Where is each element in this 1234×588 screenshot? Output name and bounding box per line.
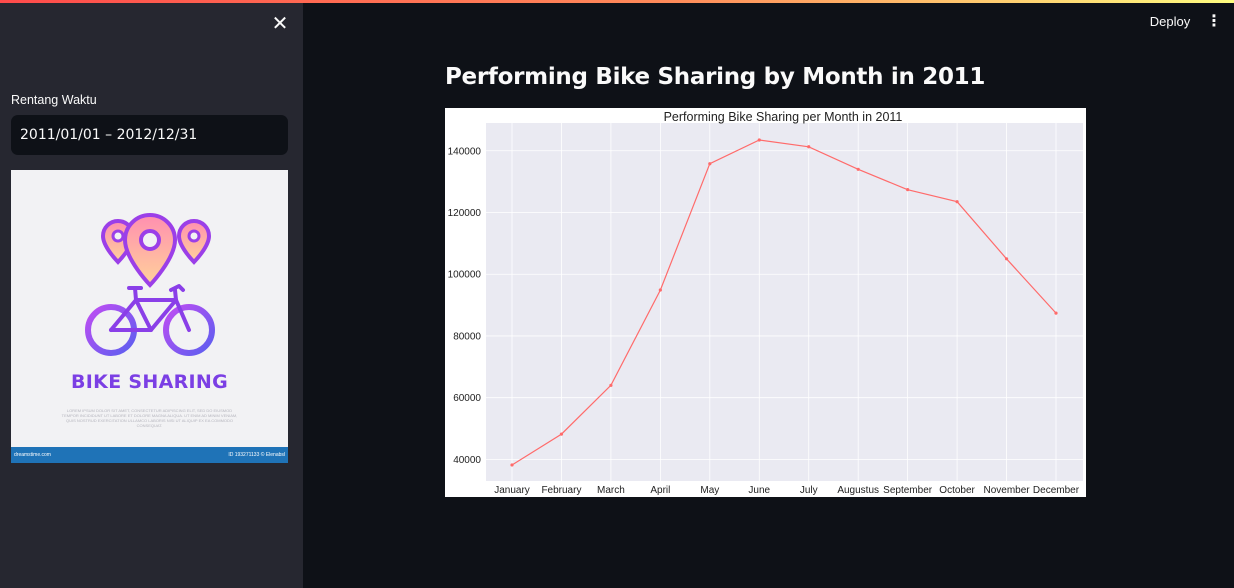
x-tick-label: December	[1033, 485, 1080, 496]
data-point	[807, 145, 811, 149]
data-point	[609, 383, 613, 387]
x-tick-label: November	[983, 485, 1030, 496]
y-tick-label: 100000	[448, 270, 482, 281]
x-tick-label: April	[650, 485, 670, 496]
x-tick-label: July	[800, 485, 818, 496]
data-point	[658, 288, 662, 292]
series-line	[511, 139, 1057, 466]
y-tick-label: 120000	[448, 208, 482, 219]
logo-lorem-text: LOREM IPSUM DOLOR SIT AMET, CONSECTETUR …	[61, 408, 238, 428]
map-pin-icon-center	[122, 213, 178, 288]
data-point	[856, 167, 860, 171]
chart-svg: 40000 60000 80000 100000 120000 140000 Januar…	[448, 110, 1083, 496]
data-point	[757, 138, 761, 142]
data-point	[708, 162, 712, 166]
map-pin-icon-right	[176, 219, 212, 265]
x-tick-label: May	[700, 485, 719, 496]
bike-sharing-logo-image: BIKE SHARING LOREM IPSUM DOLOR SIT AMET,…	[11, 170, 288, 463]
y-tick-label: 140000	[448, 146, 482, 157]
x-tick-label: October	[939, 485, 975, 496]
data-point	[559, 432, 564, 436]
logo-footer-id: ID 193271133 © Elenabsl	[228, 452, 285, 458]
date-range-label: Rentang Waktu	[11, 93, 97, 107]
logo-title: BIKE SHARING	[71, 371, 228, 393]
more-menu-icon[interactable]: ⋮	[1206, 13, 1222, 30]
data-point	[1054, 311, 1058, 315]
header-accent-bar	[0, 0, 1234, 3]
y-tick-label: 60000	[453, 393, 481, 404]
line-chart: 40000 60000 80000 100000 120000 140000 Januar…	[445, 108, 1086, 497]
y-tick-label: 80000	[453, 331, 481, 342]
x-tick-label: February	[541, 485, 581, 496]
logo-footer-source: dreamstime.com	[14, 452, 51, 458]
date-range-input[interactable]: 2011/01/01 – 2012/12/31	[11, 115, 288, 155]
x-tick-label: June	[748, 485, 770, 496]
logo-footer: dreamstime.com ID 193271133 © Elenabsl	[11, 447, 288, 463]
page-title: Performing Bike Sharing by Month in 2011	[445, 64, 986, 90]
data-point	[510, 463, 514, 467]
bicycle-icon	[85, 284, 215, 356]
x-tick-label: September	[883, 485, 933, 496]
data-point	[906, 188, 910, 192]
deploy-button[interactable]: Deploy	[1149, 14, 1191, 29]
data-point	[1004, 257, 1009, 261]
data-point	[955, 200, 959, 204]
x-tick-label: January	[494, 485, 530, 496]
sidebar: ✕ Rentang Waktu 2011/01/01 – 2012/12/31	[0, 0, 303, 588]
bike-sharing-illustration	[85, 213, 215, 356]
x-tick-label: Augustus	[837, 485, 879, 496]
chart-title: Performing Bike Sharing per Month in 201…	[664, 110, 903, 124]
y-tick-label: 40000	[453, 455, 481, 466]
plot-area	[486, 123, 1083, 481]
close-icon[interactable]: ✕	[271, 13, 289, 35]
x-tick-label: March	[597, 485, 625, 496]
